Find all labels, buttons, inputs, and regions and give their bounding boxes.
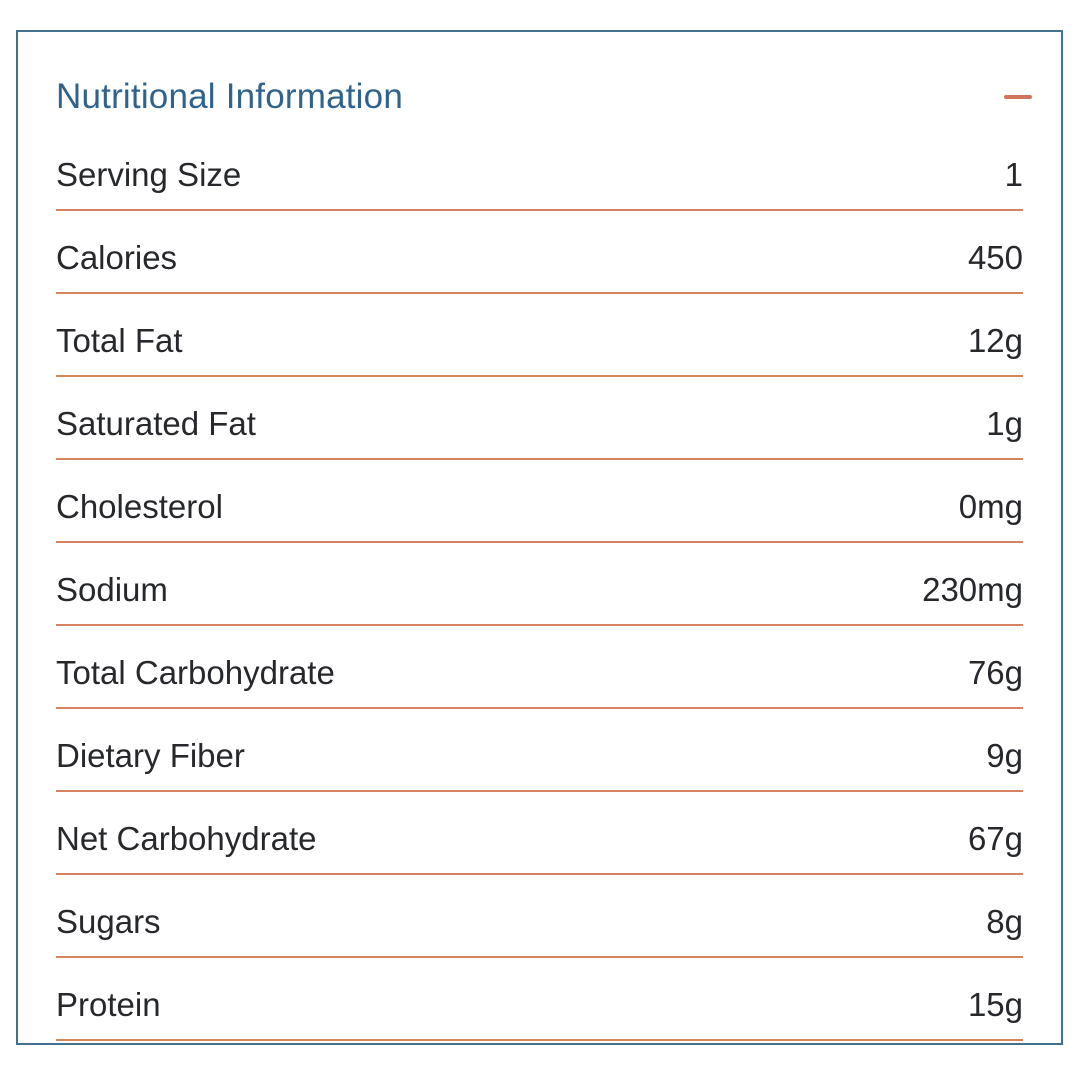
row-label: Protein	[56, 986, 161, 1023]
row-label: Saturated Fat	[56, 405, 256, 442]
row-protein: Protein 15g	[56, 958, 1023, 1041]
row-label: Sugars	[56, 903, 161, 940]
row-value: 230mg	[922, 571, 1023, 608]
row-value: 9g	[986, 737, 1023, 774]
row-value: 1	[1004, 156, 1023, 193]
row-value: 0mg	[958, 488, 1023, 525]
row-label: Calories	[56, 239, 178, 276]
row-net-carbohydrate: Net Carbohydrate 67g	[56, 792, 1023, 875]
nutritional-information-panel: Nutritional Information Serving Size 1 C…	[16, 30, 1063, 1045]
row-saturated-fat: Saturated Fat 1g	[56, 377, 1023, 460]
nutrition-rows: Serving Size 1 Calories 450 Total Fat 12…	[56, 128, 1023, 1041]
row-label: Net Carbohydrate	[56, 820, 317, 857]
row-value: 15g	[967, 986, 1023, 1023]
row-total-carbohydrate: Total Carbohydrate 76g	[56, 626, 1023, 709]
row-label: Total Fat	[56, 322, 183, 359]
row-label: Cholesterol	[56, 488, 223, 525]
row-label: Dietary Fiber	[56, 737, 245, 774]
row-value: 1g	[986, 405, 1023, 442]
row-cholesterol: Cholesterol 0mg	[56, 460, 1023, 543]
row-sugars: Sugars 8g	[56, 875, 1023, 958]
row-label: Total Carbohydrate	[56, 654, 335, 691]
row-value: 12g	[967, 322, 1023, 359]
row-label: Sodium	[56, 571, 168, 608]
row-total-fat: Total Fat 12g	[56, 294, 1023, 377]
row-label: Serving Size	[56, 156, 242, 193]
row-calories: Calories 450	[56, 211, 1023, 294]
row-value: 450	[967, 239, 1023, 276]
row-serving-size: Serving Size 1	[56, 128, 1023, 211]
row-value: 67g	[967, 820, 1023, 857]
row-sodium: Sodium 230mg	[56, 543, 1023, 626]
panel-header: Nutritional Information	[56, 32, 1032, 128]
row-value: 76g	[967, 654, 1023, 691]
panel-title: Nutritional Information	[56, 77, 403, 116]
minus-icon	[1004, 95, 1032, 99]
collapse-toggle-button[interactable]	[1004, 85, 1032, 109]
row-dietary-fiber: Dietary Fiber 9g	[56, 709, 1023, 792]
row-value: 8g	[986, 903, 1023, 940]
